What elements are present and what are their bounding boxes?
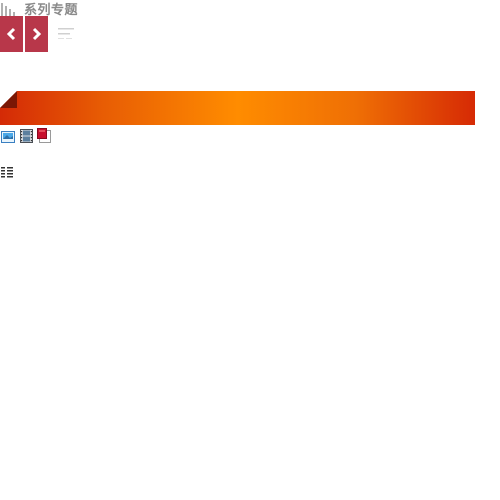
section-title: 系列专题 xyxy=(24,3,79,18)
film-icon[interactable] xyxy=(20,128,33,147)
section-banner xyxy=(0,91,475,125)
list-icon[interactable] xyxy=(1,163,13,182)
bars-chart-icon xyxy=(1,1,15,20)
section-header: 系列专题 xyxy=(0,0,200,18)
document-icon[interactable] xyxy=(37,128,51,147)
hamburger-menu-icon[interactable] xyxy=(58,26,74,45)
chevron-left-icon xyxy=(6,27,16,41)
chevron-right-icon xyxy=(32,27,42,41)
prev-button[interactable] xyxy=(0,16,23,52)
next-button[interactable] xyxy=(25,16,48,52)
banner-corner-shadow xyxy=(0,91,17,108)
image-icon[interactable] xyxy=(1,128,15,147)
